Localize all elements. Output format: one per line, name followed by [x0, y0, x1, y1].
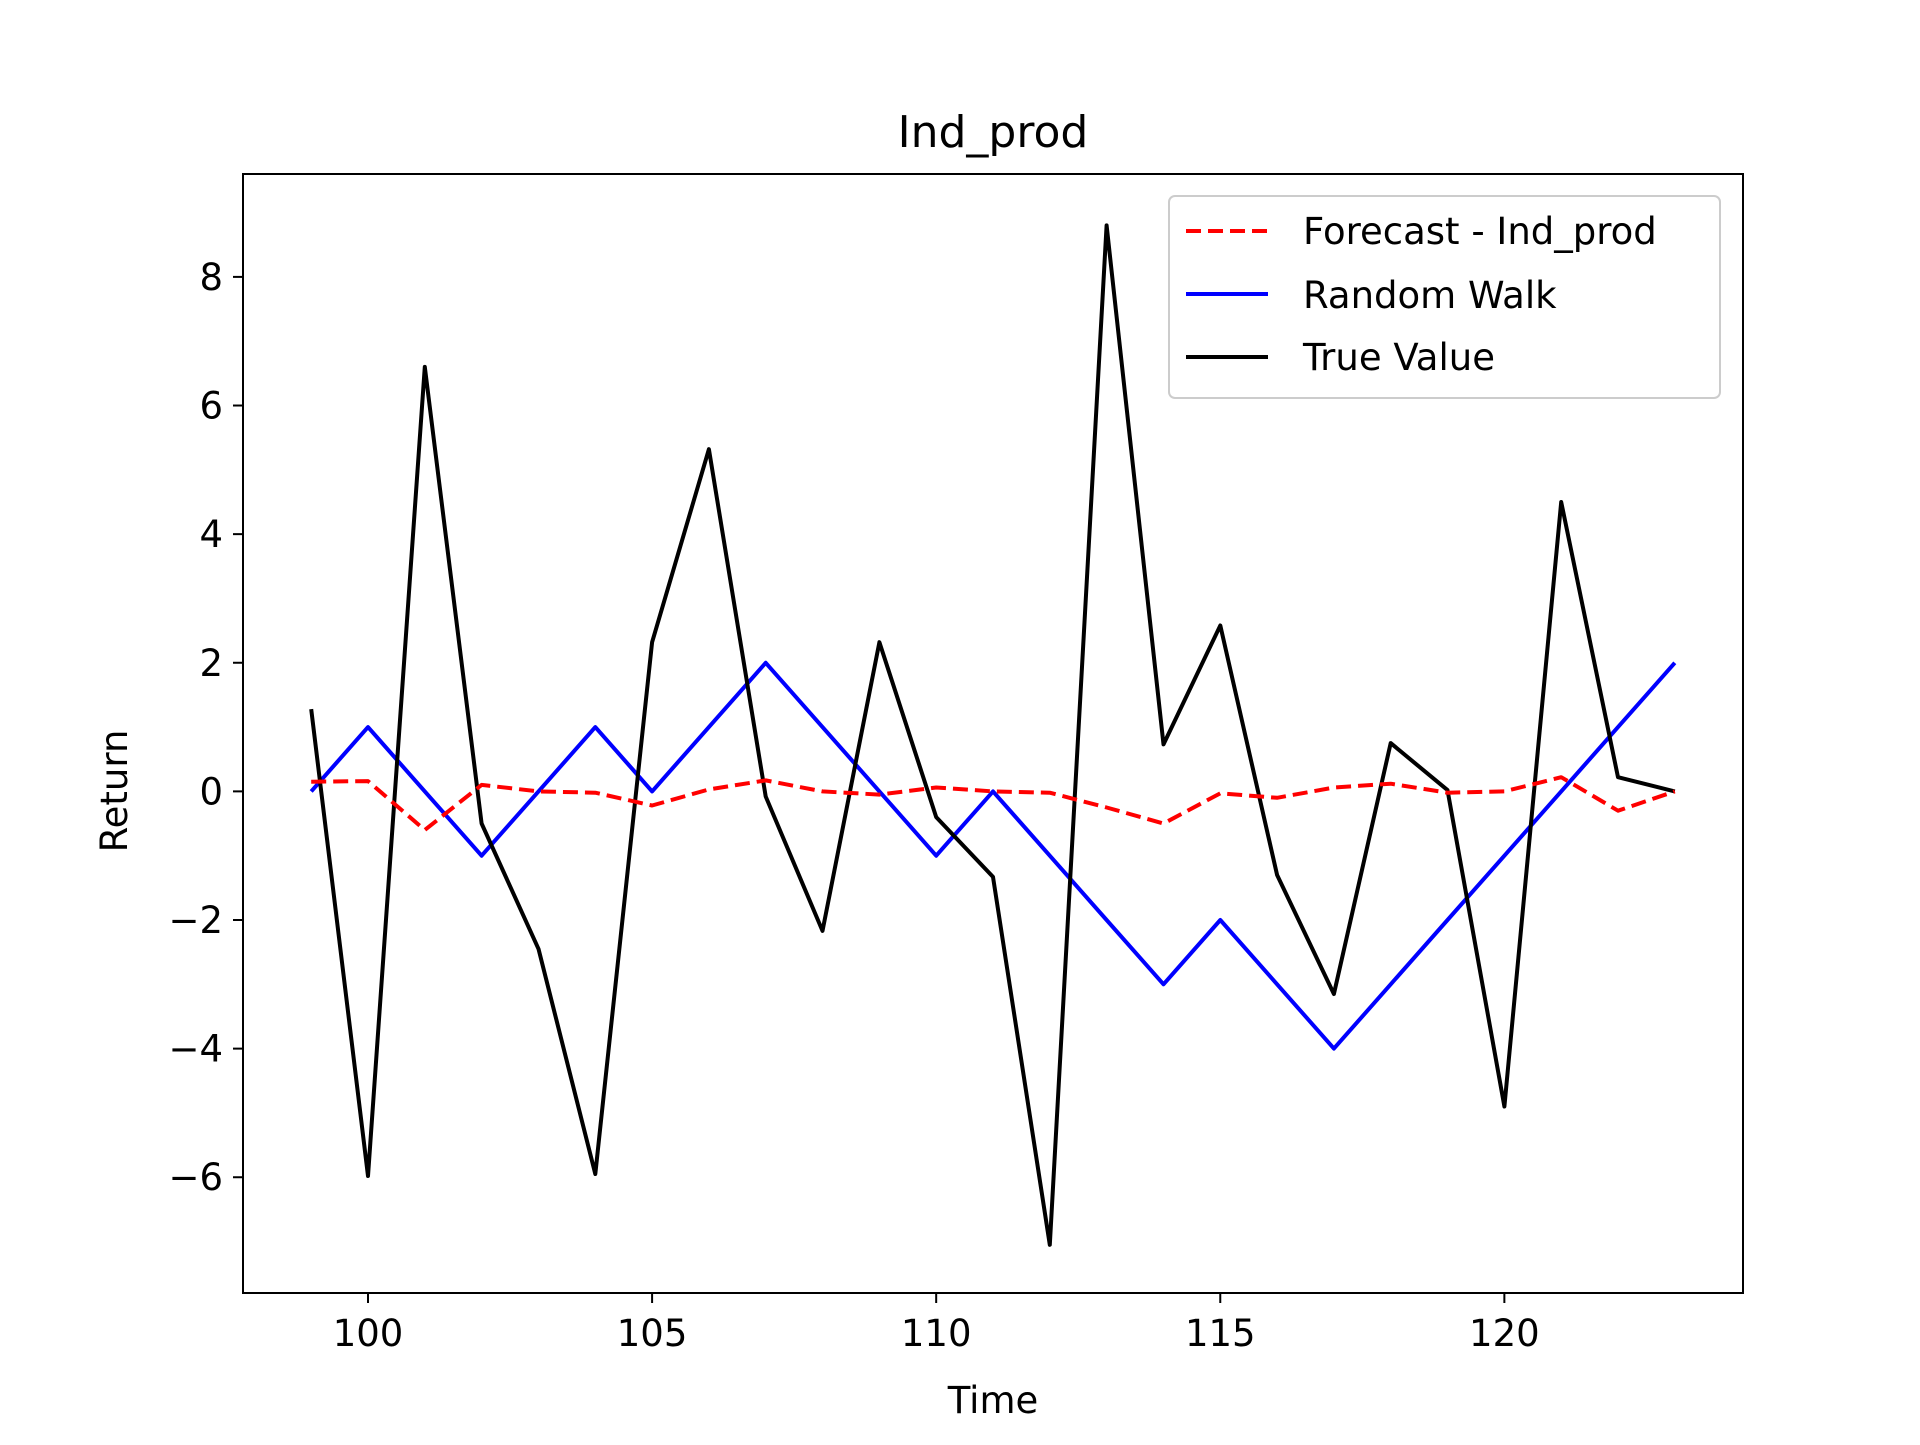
y-axis-label: Return	[93, 730, 136, 853]
legend-box	[1168, 195, 1721, 399]
y-tick-label: −4	[168, 1028, 223, 1071]
x-tick-label: 100	[333, 1312, 404, 1355]
random-walk-line	[309, 660, 1677, 1051]
y-tick-label: −6	[168, 1156, 223, 1199]
forecast-line	[311, 775, 1676, 832]
y-tick-label: 4	[199, 513, 223, 556]
chart-title: Ind_prod	[898, 107, 1089, 158]
y-tick-label: 6	[199, 385, 223, 428]
axes-layer: 100 105 110 115 120 −6 −4 −2 0 2 4 6 8	[168, 256, 1539, 1355]
legend: Forecast - Ind_prod Random Walk True Val…	[1168, 195, 1721, 399]
legend-label-true-value: True Value	[1302, 336, 1495, 379]
x-tick-label: 105	[617, 1312, 688, 1355]
y-tick-label: −2	[168, 899, 223, 942]
x-axis-label: Time	[947, 1379, 1039, 1422]
y-tick-label: 0	[199, 770, 223, 813]
x-tick-label: 115	[1185, 1312, 1256, 1355]
legend-label-random-walk: Random Walk	[1303, 274, 1557, 317]
legend-label-forecast: Forecast - Ind_prod	[1303, 210, 1657, 253]
plot-frame	[242, 173, 1744, 1294]
y-tick-label: 8	[199, 256, 223, 299]
y-tick-label: 2	[199, 642, 223, 685]
true-value-line	[309, 223, 1676, 1247]
x-tick-label: 110	[901, 1312, 972, 1355]
x-tick-label: 120	[1469, 1312, 1540, 1355]
series-layer	[309, 223, 1677, 1247]
